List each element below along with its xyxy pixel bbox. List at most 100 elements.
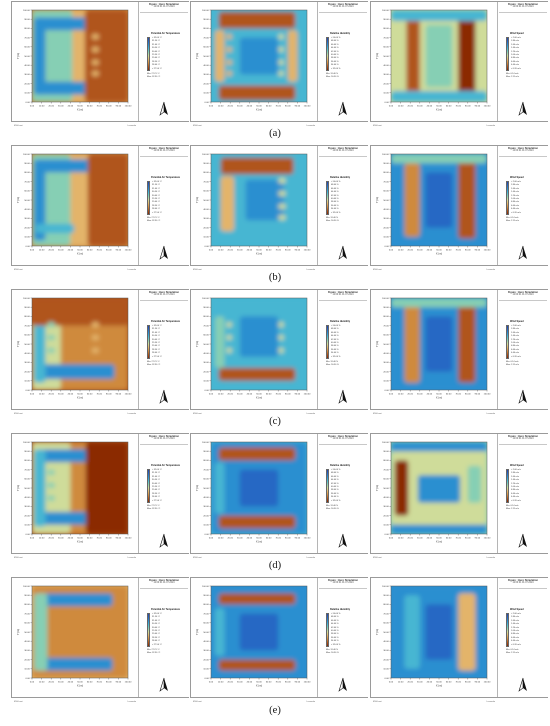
colorbar-tick-label: 31.50 °C	[152, 472, 161, 475]
y-tick-label: 100.00	[382, 154, 389, 156]
y-tick-label: 90.00	[203, 595, 209, 597]
y-tick-label: 20.00	[24, 227, 30, 229]
max-value: Max: 2.11 m/s	[506, 508, 519, 510]
colorbar-tick-label: 0.40 m/s	[511, 352, 519, 355]
heatmap-cell	[239, 613, 279, 651]
colorbar-tick-label: 30.50 °C	[152, 623, 161, 626]
variable-name: Wind Speed	[510, 608, 524, 611]
heatmap-cell	[239, 316, 279, 357]
footer-right: Leonardo	[486, 701, 495, 703]
y-axis-label: Y (m)	[16, 53, 20, 59]
simulation-panel: 0.00 0.00 10.00 10.00 20.00 20.00 30.00 30.00 40…	[370, 433, 548, 559]
heatmap-cell	[226, 334, 233, 341]
colorbar-tick-label: 28.00 °C	[152, 496, 161, 499]
legend-panel: Figure : Hero Simulation 12:00:01 01.07.2…	[317, 290, 368, 409]
y-tick-label: 80.00	[383, 316, 389, 318]
legend-panel: Figure : Hero Simulation 12:00:01 01.07.2…	[497, 2, 548, 121]
heatmap-cell	[91, 59, 100, 66]
y-axis-label: Y (m)	[375, 197, 379, 203]
simulation-panel: 0.00 0.00 10.00 10.00 20.00 20.00 30.00 30.00 40…	[370, 1, 548, 127]
colorbar-tick-label: 46.00 %	[331, 619, 339, 622]
y-axis-label: Y (m)	[16, 485, 20, 491]
colorbar-tick-label: 48.00 %	[331, 40, 339, 43]
colorbar-tick-label: 44.00 %	[331, 335, 339, 338]
colorbar-tick-label: 1.20 m/s	[511, 194, 519, 197]
x-tick-label: 50.00	[256, 537, 262, 539]
colorbar-tick-label: 28.00 °C	[152, 640, 161, 643]
heatmap-cell	[218, 11, 296, 29]
variable-name: Relative Humidity	[330, 464, 351, 467]
simulation-panel: 0.00 0.00 10.00 10.00 20.00 20.00 30.00 30.00 40…	[11, 289, 189, 415]
colorbar-tick-label: 36.00 %	[331, 60, 339, 63]
min-value: Min: 31.40 %	[326, 73, 339, 75]
x-tick-label: 80.00	[106, 681, 112, 683]
heatmap-cell	[226, 347, 233, 354]
y-tick-label: 10.00	[24, 525, 30, 527]
x-tick-label: 100.00	[125, 249, 132, 251]
y-tick-label: 20.00	[203, 515, 209, 517]
colorbar-tick-label: 28.50 °C	[152, 492, 161, 495]
heatmap-cell	[417, 475, 461, 503]
footer-right: Leonardo	[486, 269, 495, 271]
y-tick-label: 50.00	[203, 488, 209, 490]
heatmap-cell	[32, 298, 128, 326]
heatmap-cell	[35, 657, 113, 671]
y-tick-label: 10.00	[383, 93, 389, 95]
min-value: Min: 0.14 m/s	[506, 505, 519, 507]
x-tick-label: 90.00	[295, 537, 301, 539]
colorbar-tick-label: > 50.00 %	[331, 613, 341, 615]
x-tick-label: 60.00	[446, 537, 452, 539]
x-tick-label: 60.00	[266, 105, 272, 107]
legend-panel: Figure : Hero Simulation 12:00:01 01.07.2…	[138, 434, 189, 553]
colorbar	[147, 181, 150, 215]
colorbar-tick-label: 1.40 m/s	[511, 335, 519, 338]
x-tick-label: 20.00	[48, 249, 54, 251]
colorbar-tick-label: 29.00 °C	[152, 201, 161, 204]
y-tick-label: 40.00	[203, 641, 209, 643]
colorbar-tick-label: 31.00 °C	[152, 331, 161, 334]
footer-left: ENVI-met	[14, 701, 23, 703]
y-tick-label: 60.00	[24, 335, 30, 337]
colorbar-tick-label: 42.00 %	[331, 482, 339, 485]
heatmap-plot: 0.000.0010.0010.0020.0020.0030.0030.0040…	[375, 297, 491, 400]
footer-left: ENVI-met	[373, 125, 382, 127]
variable-name: Relative Humidity	[330, 608, 351, 611]
colorbar-tick-label: 38.00 %	[331, 201, 339, 204]
min-max-values: Min: 31.40 % Max: 50.90 %	[326, 649, 339, 655]
y-tick-label: 100.00	[23, 442, 30, 444]
min-value: Min: 27.21 °C	[147, 361, 160, 363]
x-tick-label: 10.00	[398, 249, 404, 251]
x-tick-label: 30.00	[417, 393, 423, 395]
heatmap-cell	[278, 321, 284, 328]
y-tick-label: 60.00	[203, 191, 209, 193]
x-tick-label: 90.00	[116, 249, 122, 251]
y-tick-label: 80.00	[383, 460, 389, 462]
max-value: Max: 2.11 m/s	[506, 652, 519, 654]
x-tick-label: 90.00	[475, 537, 481, 539]
x-tick-label: 50.00	[256, 249, 262, 251]
min-value: Min: 0.14 m/s	[506, 217, 519, 219]
colorbar-ticks: > 32.00 °C 31.50 °C 31.00 °C 30.50 °C 30.00 …	[152, 181, 188, 215]
colorbar-tick-label: 1.80 m/s	[511, 184, 519, 187]
x-tick-label: 60.00	[87, 249, 93, 251]
max-value: Max: 32.30 °C	[147, 76, 161, 78]
x-tick-label: 30.00	[58, 393, 64, 395]
figure-title: Figure : Hero Simulation	[148, 3, 180, 6]
colorbar-ticks: > 50.00 % 48.00 % 46.00 % 44.00 % 42.00 % 40.…	[331, 181, 367, 215]
x-axis-label: X (m)	[436, 252, 442, 256]
y-tick-label: 100.00	[23, 10, 30, 12]
y-tick-label: 50.00	[24, 488, 30, 490]
min-max-values: Min: 27.21 °C Max: 32.30 °C	[147, 649, 160, 655]
legend-header: Figure : Hero Simulation 12:00:01 01.07.2…	[319, 147, 367, 157]
x-tick-label: 90.00	[295, 105, 301, 107]
colorbar	[506, 181, 509, 215]
timestamp: 12:00:01 01.07.2024	[153, 6, 175, 9]
y-tick-label: 40.00	[203, 353, 209, 355]
colorbar-tick-label: 44.00 %	[331, 623, 339, 626]
timestamp: 12:00:01 01.07.2024	[512, 294, 534, 297]
colorbar-tick-label: 1.40 m/s	[511, 191, 519, 194]
legend-panel: Figure : Hero Simulation 12:00:01 01.07.2…	[317, 434, 368, 553]
y-tick-label: 0.00	[385, 102, 390, 104]
colorbar-tick-label: 48.00 %	[331, 472, 339, 475]
